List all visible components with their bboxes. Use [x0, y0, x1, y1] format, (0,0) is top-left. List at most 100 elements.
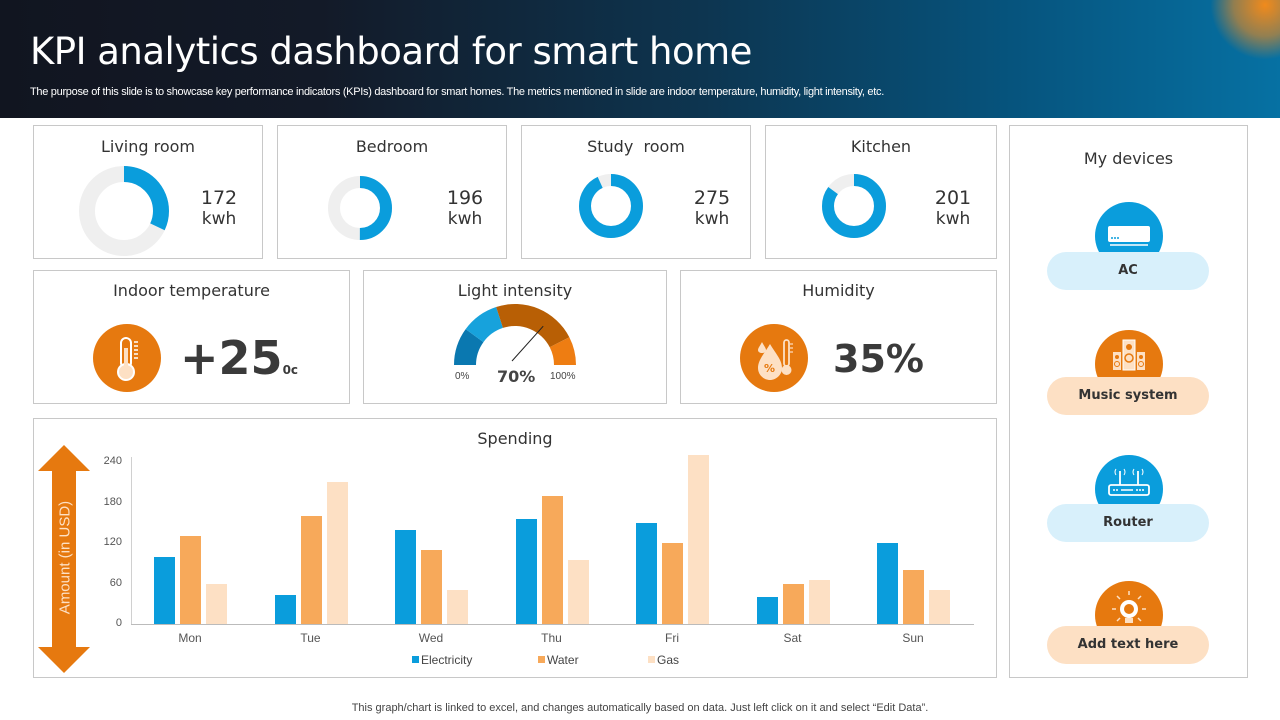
y-tick-label: 240	[103, 455, 122, 467]
bar-gas-thu[interactable]	[567, 559, 589, 624]
decorative-glow	[1210, 0, 1280, 60]
gauge-value: 70%	[497, 367, 536, 386]
bar-gas-wed[interactable]	[447, 590, 468, 624]
y-tick-label: 0	[115, 617, 122, 629]
bar-electricity-fri[interactable]	[636, 522, 657, 624]
title-banner: KPI analytics dashboard for smart home T…	[0, 0, 1280, 118]
bar-gas-tue[interactable]	[326, 482, 348, 624]
room-card-living-room[interactable]: Living room 172 kwh	[33, 125, 263, 259]
room-card-study-room[interactable]: Study room 275 kwh	[521, 125, 751, 259]
y-axis-double-arrow	[38, 445, 90, 673]
donut-chart	[79, 166, 169, 256]
device-router-button[interactable]: Router	[1047, 504, 1209, 542]
temperature-value: +250c	[180, 333, 298, 395]
y-axis-line	[131, 457, 132, 625]
bar-gas-sun[interactable]	[929, 590, 950, 624]
bar-gas-fri[interactable]	[688, 455, 709, 624]
light-intensity-card[interactable]: Light intensity 0% 70% 100%	[363, 270, 667, 404]
card-title: Light intensity	[457, 281, 573, 300]
value: 201	[934, 187, 972, 209]
energy-value: 196 kwh	[440, 188, 490, 230]
y-tick-label: 120	[103, 536, 122, 548]
humidity-value: 35%	[833, 337, 924, 381]
legend-label: Water	[547, 653, 579, 667]
legend-swatch	[412, 656, 419, 663]
value: 172	[200, 187, 238, 209]
bar-electricity-thu[interactable]	[515, 519, 537, 624]
y-tick-label: 60	[109, 576, 122, 589]
svg-text:%: %	[764, 362, 775, 375]
x-tick-label: Thu	[541, 631, 562, 645]
my-devices-panel: My devices AC Music system Router	[1009, 125, 1248, 678]
y-axis-label: Amount (in USD)	[56, 500, 74, 615]
thermometer-icon	[93, 324, 161, 392]
legend-label: Electricity	[421, 653, 473, 667]
indoor-temperature-card[interactable]: Indoor temperature +250c	[33, 270, 350, 404]
device-music-system-button[interactable]: Music system	[1047, 377, 1209, 415]
unit: kwh	[447, 209, 483, 229]
energy-value: 275 kwh	[687, 188, 737, 230]
gauge-max-label: 100%	[550, 371, 576, 382]
room-card-kitchen[interactable]: Kitchen 201 kwh	[765, 125, 997, 259]
legend-label: Gas	[657, 653, 680, 667]
legend-swatch	[648, 656, 655, 663]
x-axis-line	[131, 624, 974, 625]
bar-water-fri[interactable]	[662, 543, 683, 624]
donut-chart	[328, 176, 392, 240]
bar-electricity-tue[interactable]	[274, 594, 296, 624]
energy-value: 172 kwh	[194, 188, 244, 230]
x-tick-label: Tue	[300, 631, 321, 645]
x-tick-label: Sat	[783, 631, 802, 645]
unit: kwh	[694, 209, 730, 229]
donut-chart	[579, 174, 643, 238]
bar-gas-mon[interactable]	[206, 583, 227, 624]
bar-electricity-wed[interactable]	[395, 529, 416, 624]
bar-water-sun[interactable]	[903, 570, 924, 624]
page-subtitle: The purpose of this slide is to showcase…	[30, 86, 884, 98]
value: 196	[446, 187, 484, 209]
x-tick-label: Wed	[418, 631, 444, 645]
room-name: Living room	[100, 137, 196, 156]
unit: kwh	[935, 209, 971, 229]
donut-chart	[822, 174, 886, 238]
legend-swatch	[538, 656, 545, 663]
value: +25	[180, 331, 283, 385]
bar-water-wed[interactable]	[421, 549, 442, 624]
panel-title: My devices	[1083, 149, 1174, 168]
bar-gas-sat[interactable]	[808, 580, 830, 624]
card-title: Indoor temperature	[113, 281, 270, 300]
device-add-text-button[interactable]: Add text here	[1047, 626, 1209, 664]
gauge-min-label: 0%	[455, 371, 470, 382]
card-title: Humidity	[802, 281, 875, 300]
room-name: Bedroom	[355, 137, 429, 156]
bar-electricity-sat[interactable]	[756, 597, 778, 624]
room-name: Study room	[587, 137, 685, 156]
x-tick-label: Mon	[178, 631, 202, 645]
bar-water-thu[interactable]	[541, 495, 563, 624]
bar-water-tue[interactable]	[300, 516, 322, 624]
unit: 0c	[282, 363, 299, 377]
spending-chart-card[interactable]: Spending Amount (in USD) 0 60 120 180 240 Mo…	[33, 418, 997, 678]
legend-item-electricity[interactable]: Electricity	[412, 653, 472, 667]
x-tick-label: Fri	[665, 631, 679, 645]
value: 275	[693, 187, 731, 209]
legend-item-gas[interactable]: Gas	[648, 653, 679, 667]
x-tick-label: Sun	[902, 631, 924, 645]
gauge-chart	[454, 304, 576, 365]
device-ac-button[interactable]: AC	[1047, 252, 1209, 290]
bar-electricity-mon[interactable]	[154, 556, 175, 624]
humidity-card[interactable]: Humidity % 35%	[680, 270, 997, 404]
bar-water-mon[interactable]	[180, 536, 201, 624]
bar-electricity-sun[interactable]	[877, 543, 898, 624]
y-tick-label: 180	[103, 495, 122, 508]
room-card-bedroom[interactable]: Bedroom 196 kwh	[277, 125, 507, 259]
legend-item-water[interactable]: Water	[538, 653, 579, 667]
chart-title: Spending	[477, 429, 553, 448]
bar-water-sat[interactable]	[782, 583, 804, 624]
energy-value: 201 kwh	[928, 188, 978, 230]
room-name: Kitchen	[850, 137, 912, 156]
humidity-icon: %	[740, 324, 808, 392]
page-title: KPI analytics dashboard for smart home	[30, 30, 752, 73]
footnote: This graph/chart is linked to excel, and…	[351, 702, 929, 714]
unit: kwh	[201, 209, 237, 229]
